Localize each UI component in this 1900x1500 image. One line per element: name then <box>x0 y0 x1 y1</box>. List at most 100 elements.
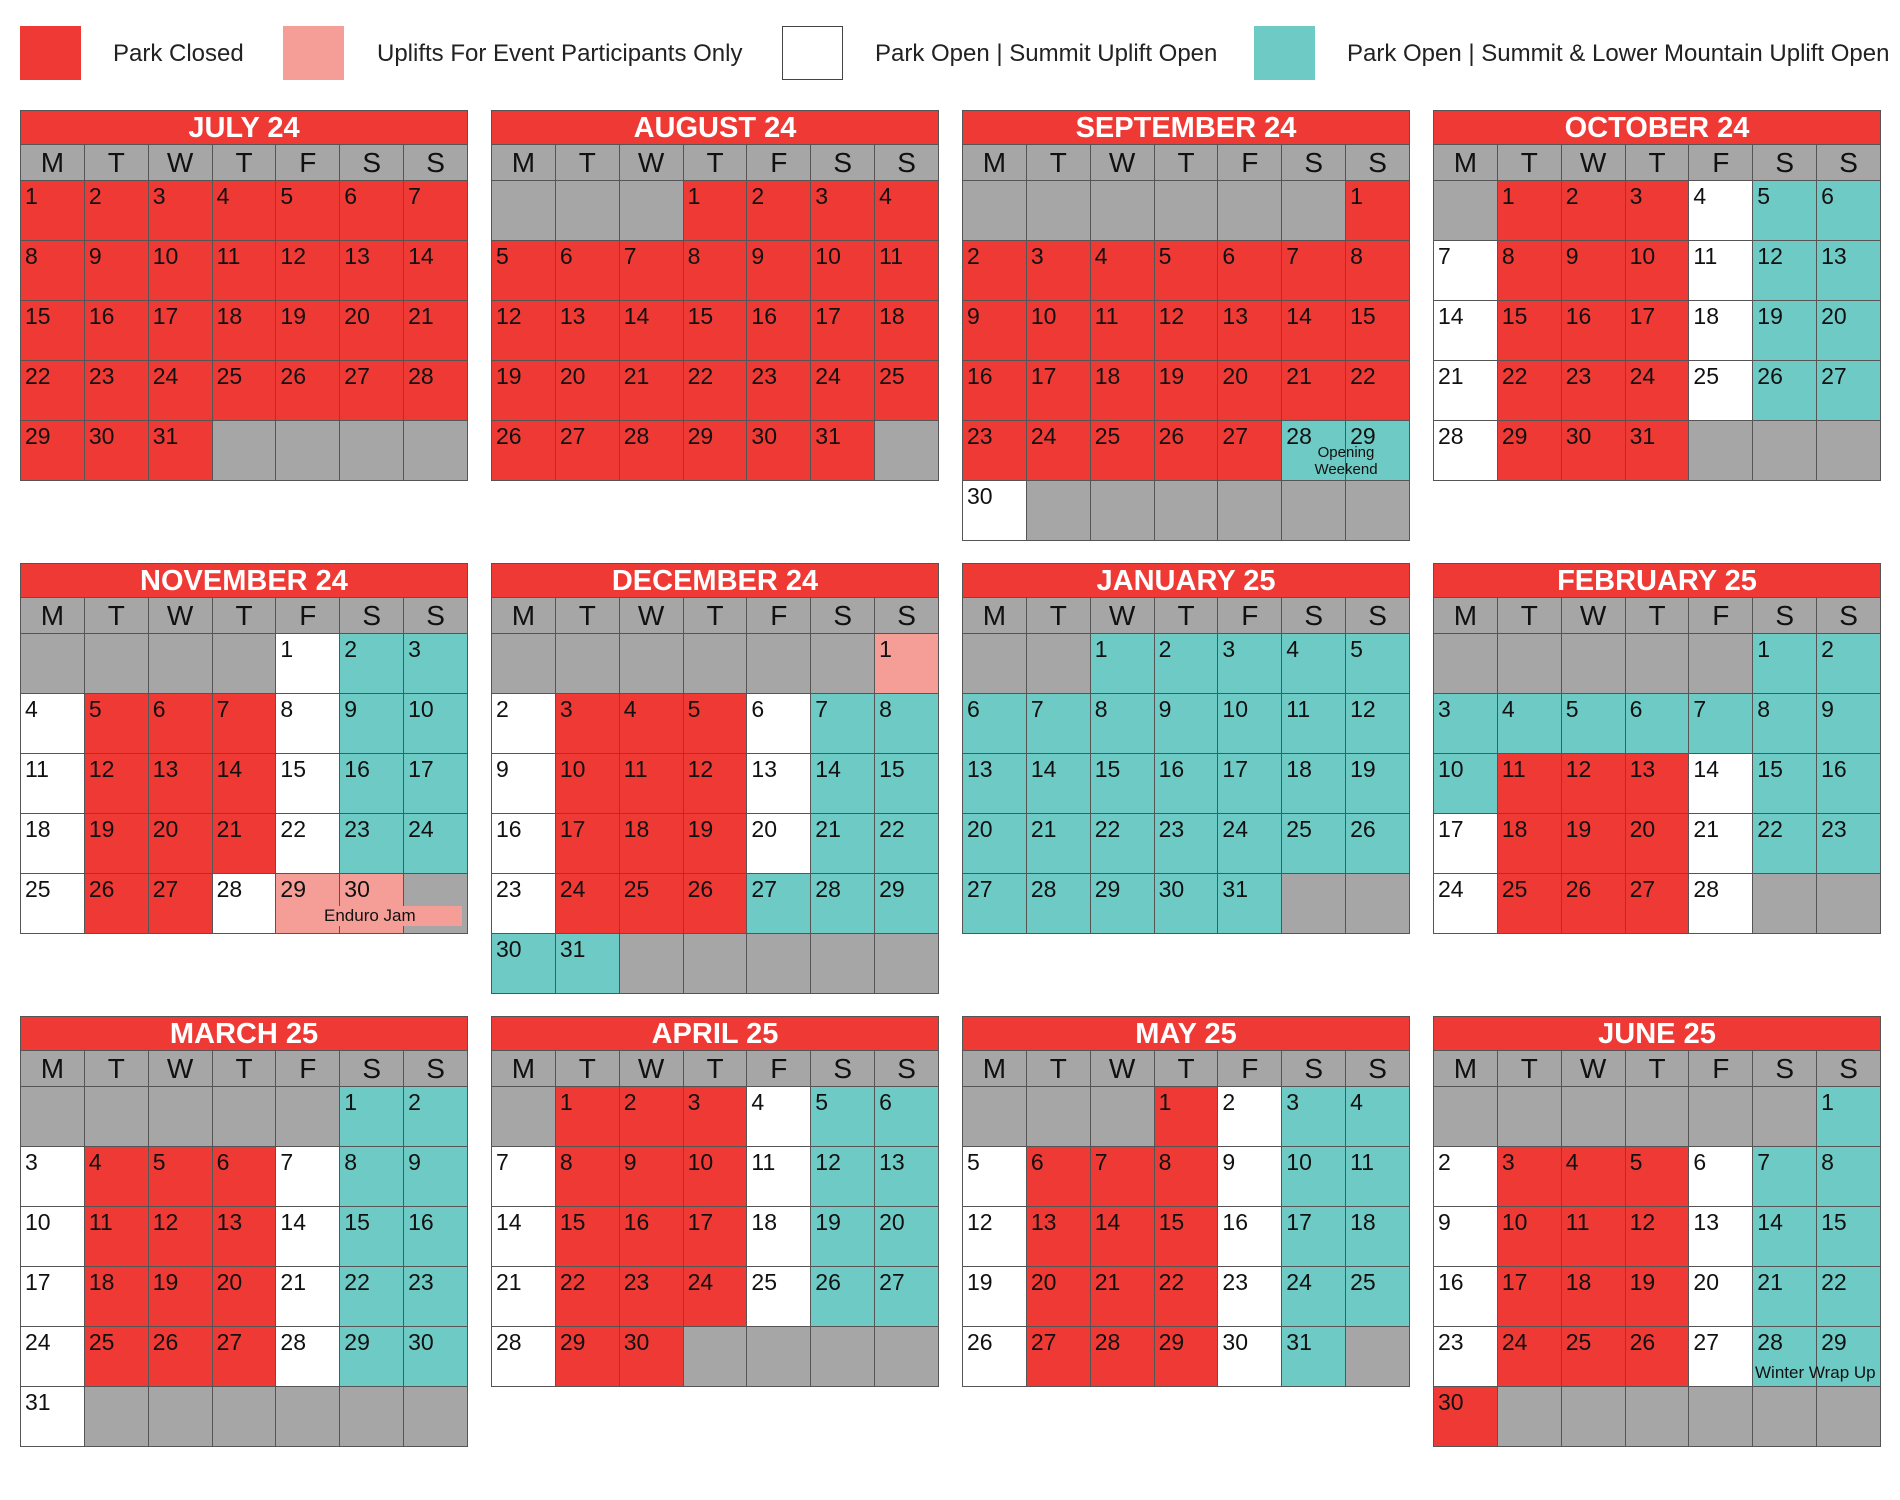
day-number: 8 <box>1501 243 1515 269</box>
day-cell-full: 2 <box>404 1087 468 1147</box>
day-number: 23 <box>1565 363 1592 389</box>
day-cell-full: 8 <box>340 1147 405 1207</box>
day-number: 13 <box>1030 1209 1057 1235</box>
day-number: 27 <box>152 876 179 902</box>
day-cell-full: 19 <box>1346 754 1410 814</box>
day-cell-full: 20 <box>1817 301 1881 361</box>
day-cell-closed: 5 <box>1154 241 1219 301</box>
day-number: 21 <box>623 363 650 389</box>
day-number: 17 <box>559 816 586 842</box>
weekday-header: M <box>1434 598 1498 634</box>
day-cell-summit: 6 <box>1689 1147 1754 1207</box>
day-number: 25 <box>879 363 905 389</box>
day-cell-closed: 26 <box>276 361 341 421</box>
weekday-header: S <box>811 598 876 634</box>
day-cell-closed: 2 <box>747 181 812 241</box>
day-number: 5 <box>1629 1149 1643 1175</box>
day-cell-closed: 9 <box>963 301 1027 361</box>
day-number: 23 <box>1438 1329 1464 1355</box>
day-cell-closed: 19 <box>1625 1267 1690 1327</box>
day-number: 16 <box>1158 756 1185 782</box>
empty-cell <box>811 634 876 694</box>
day-cell-closed: 23 <box>84 361 149 421</box>
weekday-header: T <box>1026 145 1091 181</box>
weekday-header: F <box>1218 1051 1283 1087</box>
day-cell-closed: 7 <box>1282 241 1347 301</box>
day-number: 6 <box>559 243 573 269</box>
month-title: JUNE 25 <box>1433 1016 1881 1050</box>
weekday-header: W <box>1561 1051 1626 1087</box>
empty-cell <box>1625 1387 1690 1447</box>
day-number: 10 <box>25 1209 51 1235</box>
day-cell-full: 28 <box>1282 421 1347 481</box>
empty-cell <box>963 634 1027 694</box>
day-cell-full: 2 <box>1817 634 1881 694</box>
day-cell-summit: 9 <box>1218 1147 1283 1207</box>
weekday-header: S <box>875 1051 939 1087</box>
day-cell-closed: 2 <box>963 241 1027 301</box>
weekday-header: F <box>1218 598 1283 634</box>
day-number: 29 <box>1501 423 1528 449</box>
day-cell-closed: 5 <box>276 181 341 241</box>
day-number: 29 <box>879 876 905 902</box>
day-number: 24 <box>1501 1329 1528 1355</box>
day-number: 17 <box>25 1269 51 1295</box>
day-cell-closed: 7 <box>404 181 468 241</box>
day-number: 23 <box>344 816 370 842</box>
day-cell-summit: 8 <box>276 694 341 754</box>
day-cell-closed: 25 <box>84 1327 149 1387</box>
day-cell-closed: 20 <box>148 814 213 874</box>
day-number: 29 <box>1158 1329 1185 1355</box>
day-number: 7 <box>1030 696 1044 722</box>
month-grid: M T W T F S S 1 2 3 4 5 6 7 8 9 10 11 12 13 14 15 16 17 18 19 20 21… <box>20 1050 468 1447</box>
day-cell-closed: 8 <box>683 241 748 301</box>
day-number: 2 <box>1222 1089 1236 1115</box>
day-number: 4 <box>1286 636 1300 662</box>
legend-swatch-closed <box>20 26 81 80</box>
empty-cell <box>1090 181 1155 241</box>
weekday-header: T <box>1026 598 1091 634</box>
day-number: 23 <box>88 363 115 389</box>
empty-cell <box>1561 634 1626 694</box>
day-number: 13 <box>967 756 993 782</box>
day-number: 29 <box>280 876 307 902</box>
day-number: 27 <box>216 1329 243 1355</box>
legend-label-event: Uplifts For Event Participants Only <box>377 40 743 67</box>
day-number: 20 <box>967 816 993 842</box>
day-number: 13 <box>1693 1209 1720 1235</box>
day-cell-full: 2 <box>1154 634 1219 694</box>
day-number: 27 <box>879 1269 905 1295</box>
day-number: 9 <box>1821 696 1834 722</box>
weekday-header: M <box>963 145 1027 181</box>
day-cell-full: 2 <box>340 634 405 694</box>
day-cell-closed: 15 <box>555 1207 620 1267</box>
day-number: 14 <box>1286 303 1312 329</box>
day-number: 27 <box>559 423 586 449</box>
day-number: 14 <box>280 1209 307 1235</box>
day-cell-summit: 18 <box>1689 301 1754 361</box>
day-number: 15 <box>25 303 51 329</box>
empty-cell <box>148 634 213 694</box>
day-number: 14 <box>216 756 243 782</box>
day-number: 28 <box>1286 423 1312 449</box>
day-cell-closed: 15 <box>683 301 748 361</box>
day-number: 4 <box>216 183 230 209</box>
day-number: 9 <box>967 303 980 329</box>
day-number: 20 <box>216 1269 243 1295</box>
day-cell-full: 11 <box>1282 694 1347 754</box>
day-number: 7 <box>1438 243 1451 269</box>
day-number: 18 <box>879 303 905 329</box>
day-number: 4 <box>1693 183 1707 209</box>
day-number: 15 <box>280 756 307 782</box>
day-cell-full: 18 <box>1346 1207 1410 1267</box>
day-cell-closed: 22 <box>1154 1267 1219 1327</box>
day-number: 8 <box>559 1149 573 1175</box>
day-number: 2 <box>1821 636 1834 662</box>
day-cell-summit: 27 <box>1689 1327 1754 1387</box>
day-number: 2 <box>1565 183 1579 209</box>
day-number: 29 <box>1350 423 1376 449</box>
day-number: 21 <box>815 816 841 842</box>
day-number: 5 <box>88 696 102 722</box>
day-cell-closed: 24 <box>1497 1327 1562 1387</box>
day-number: 27 <box>1222 423 1249 449</box>
